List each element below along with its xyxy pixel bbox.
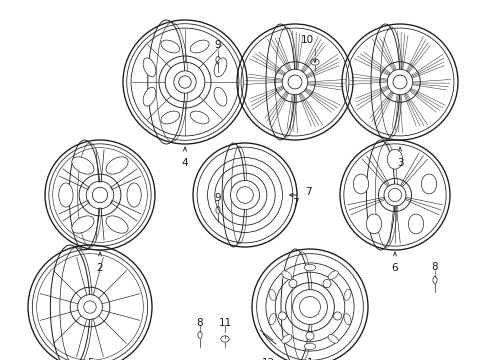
Ellipse shape xyxy=(230,180,259,210)
Ellipse shape xyxy=(281,335,291,343)
Text: 8: 8 xyxy=(431,262,437,272)
Text: 4: 4 xyxy=(182,158,188,168)
Ellipse shape xyxy=(72,216,94,233)
Ellipse shape xyxy=(343,314,350,325)
Ellipse shape xyxy=(288,279,296,288)
Ellipse shape xyxy=(127,183,141,207)
Ellipse shape xyxy=(352,174,368,194)
Text: 7: 7 xyxy=(291,198,298,208)
Ellipse shape xyxy=(323,279,330,288)
Ellipse shape xyxy=(281,271,291,279)
Ellipse shape xyxy=(304,264,315,271)
Ellipse shape xyxy=(407,214,423,234)
Ellipse shape xyxy=(106,216,128,233)
Ellipse shape xyxy=(366,214,381,234)
Ellipse shape xyxy=(383,184,405,206)
Ellipse shape xyxy=(214,87,226,106)
Ellipse shape xyxy=(161,111,179,124)
Ellipse shape xyxy=(268,289,275,300)
Text: 9: 9 xyxy=(214,193,221,203)
Text: 12: 12 xyxy=(261,358,274,360)
Ellipse shape xyxy=(386,69,412,95)
Ellipse shape xyxy=(86,181,114,209)
Ellipse shape xyxy=(327,335,338,343)
Ellipse shape xyxy=(161,40,179,53)
Ellipse shape xyxy=(327,271,338,279)
Ellipse shape xyxy=(214,58,226,77)
Text: 11: 11 xyxy=(218,318,231,328)
Ellipse shape xyxy=(343,289,350,300)
Text: 8: 8 xyxy=(196,318,203,328)
Text: 3: 3 xyxy=(396,158,403,168)
Ellipse shape xyxy=(292,289,327,324)
Text: 5: 5 xyxy=(86,358,93,360)
Ellipse shape xyxy=(143,58,156,77)
Text: 6: 6 xyxy=(391,263,398,273)
Text: 9: 9 xyxy=(214,40,221,50)
Ellipse shape xyxy=(282,69,307,95)
Text: 2: 2 xyxy=(97,263,103,273)
Ellipse shape xyxy=(143,87,156,106)
Text: 1: 1 xyxy=(306,358,313,360)
Ellipse shape xyxy=(278,312,286,320)
Text: 10: 10 xyxy=(300,35,313,45)
Ellipse shape xyxy=(304,343,315,350)
Ellipse shape xyxy=(333,312,341,320)
Ellipse shape xyxy=(421,174,436,194)
Text: 7: 7 xyxy=(305,187,311,197)
Ellipse shape xyxy=(386,149,402,169)
Ellipse shape xyxy=(78,294,102,319)
Ellipse shape xyxy=(106,157,128,174)
Ellipse shape xyxy=(59,183,73,207)
Ellipse shape xyxy=(190,111,209,124)
Ellipse shape xyxy=(190,40,209,53)
Ellipse shape xyxy=(174,71,196,93)
Ellipse shape xyxy=(305,332,313,340)
Ellipse shape xyxy=(72,157,94,174)
Ellipse shape xyxy=(268,314,275,325)
